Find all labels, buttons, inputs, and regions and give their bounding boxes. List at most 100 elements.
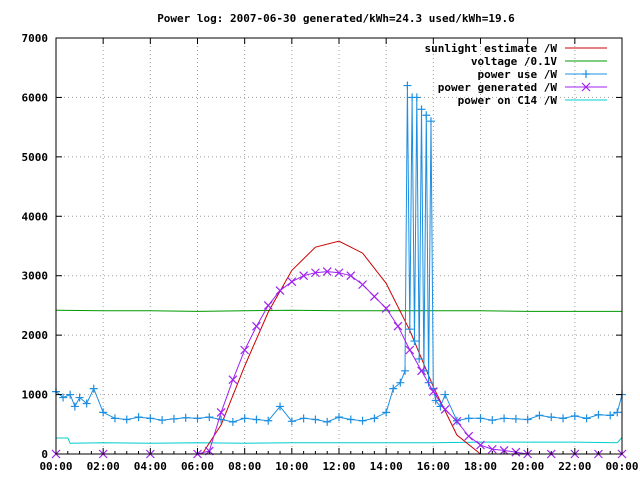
data-point	[464, 431, 474, 441]
data-point	[441, 390, 450, 399]
data-point	[613, 408, 622, 417]
data-point	[240, 414, 249, 423]
data-point	[389, 384, 398, 393]
data-point	[594, 410, 603, 419]
data-point	[299, 414, 308, 423]
data-point	[252, 321, 261, 331]
data-point	[75, 393, 84, 402]
x-tick-label: 18:00	[464, 460, 497, 473]
data-point	[228, 417, 237, 426]
y-tick-label: 4000	[22, 210, 49, 223]
data-point	[523, 415, 532, 424]
data-point	[606, 411, 615, 420]
data-point	[70, 402, 79, 411]
data-point	[500, 414, 509, 423]
data-point	[358, 280, 368, 290]
data-point	[393, 321, 403, 331]
data-point	[412, 93, 421, 102]
data-point	[464, 414, 473, 423]
data-point	[146, 414, 155, 423]
data-point	[382, 408, 391, 417]
x-tick-label: 00:00	[605, 460, 638, 473]
data-point	[193, 414, 202, 423]
data-point	[240, 345, 250, 355]
data-point	[403, 81, 412, 90]
data-point	[487, 444, 497, 454]
data-point	[401, 366, 410, 375]
data-point	[452, 416, 462, 426]
series-line	[56, 437, 623, 444]
y-tick-label: 0	[41, 448, 48, 461]
data-point	[122, 415, 131, 424]
legend-label: sunlight estimate /W	[425, 42, 558, 55]
data-point	[311, 415, 320, 424]
data-point	[181, 413, 190, 422]
legend-marker	[581, 82, 591, 92]
data-point	[396, 378, 405, 387]
x-tick-label: 20:00	[511, 460, 544, 473]
x-tick-label: 00:00	[39, 460, 72, 473]
data-point	[299, 271, 309, 281]
y-tick-label: 6000	[22, 91, 49, 104]
data-point	[535, 411, 544, 420]
data-point	[66, 390, 75, 399]
x-tick-label: 08:00	[228, 460, 261, 473]
series-layer	[51, 81, 627, 459]
data-point	[110, 414, 119, 423]
x-tick-label: 12:00	[322, 460, 355, 473]
data-point	[405, 325, 414, 334]
data-point	[264, 416, 273, 425]
x-tick-label: 14:00	[370, 460, 403, 473]
data-point	[228, 375, 238, 385]
data-point	[134, 413, 143, 422]
data-point	[559, 414, 568, 423]
data-point	[488, 416, 497, 425]
data-point	[275, 286, 285, 295]
y-tick-label: 1000	[22, 389, 49, 402]
data-point	[310, 268, 320, 278]
data-point	[59, 393, 68, 402]
x-tick-label: 10:00	[275, 460, 308, 473]
legend-label: power use /W	[478, 68, 558, 81]
data-point	[346, 271, 356, 281]
data-point	[476, 414, 485, 423]
data-point	[82, 399, 91, 408]
legend-marker	[582, 70, 590, 78]
data-point	[381, 303, 391, 313]
x-tick-label: 22:00	[558, 460, 591, 473]
data-point	[335, 413, 343, 422]
data-point	[499, 446, 509, 455]
data-point	[405, 345, 415, 355]
legend-label: power on C14 /W	[458, 94, 558, 107]
series-3	[51, 267, 627, 459]
series-1	[55, 309, 622, 312]
data-point	[287, 417, 296, 426]
data-point	[158, 416, 167, 425]
data-point	[205, 413, 214, 422]
tick-layer: 0 1000 2000 3000 4000 5000 6000 7000 00:00 02:00 0…	[22, 32, 639, 473]
x-tick-label: 02:00	[87, 460, 120, 473]
data-point	[440, 405, 450, 414]
data-point	[417, 105, 426, 114]
data-point	[570, 411, 579, 420]
data-point	[547, 413, 556, 422]
legend-label: power generated /W	[438, 81, 558, 94]
grid-layer	[56, 38, 622, 454]
chart-title: Power log: 2007-06-30 generated/kWh=24.3…	[157, 12, 515, 25]
data-point	[582, 414, 591, 423]
data-point	[431, 396, 440, 405]
data-point	[417, 366, 426, 376]
data-point	[334, 268, 344, 278]
y-tick-label: 5000	[22, 151, 49, 164]
data-point	[99, 408, 108, 417]
data-point	[216, 407, 226, 417]
x-tick-label: 04:00	[134, 460, 167, 473]
data-point	[252, 415, 261, 424]
data-point	[263, 301, 273, 310]
data-point	[370, 414, 379, 423]
data-point	[422, 111, 431, 120]
data-point	[410, 337, 419, 346]
